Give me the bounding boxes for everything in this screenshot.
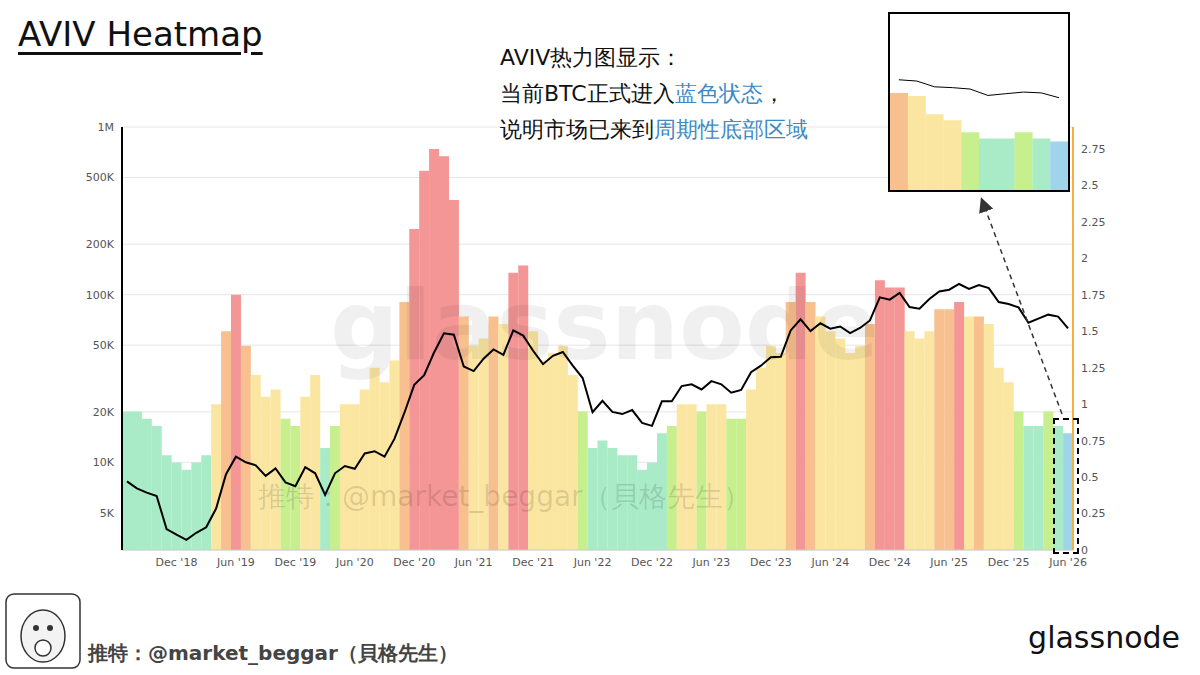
svg-text:1.75: 1.75 xyxy=(1081,289,1106,302)
svg-text:0.25: 0.25 xyxy=(1081,507,1106,520)
html-text:glassnode: glassnode xyxy=(330,270,879,382)
svg-text:Jun '20: Jun '20 xyxy=(335,556,374,569)
svg-text:Dec '20: Dec '20 xyxy=(393,556,435,569)
svg-text:20K: 20K xyxy=(93,406,115,419)
svg-text:Jun '19: Jun '19 xyxy=(216,556,255,569)
html-text:AVIV Heatmap: AVIV Heatmap xyxy=(18,14,263,54)
svg-text:Dec '25: Dec '25 xyxy=(988,556,1030,569)
svg-text:Jun '22: Jun '22 xyxy=(573,556,612,569)
svg-text:500K: 500K xyxy=(86,171,115,184)
html-text:当前BTC正式进入蓝色状态，: 当前BTC正式进入蓝色状态， xyxy=(500,81,785,106)
svg-text:1.25: 1.25 xyxy=(1081,362,1106,375)
svg-text:200K: 200K xyxy=(86,238,115,251)
svg-text:1.5: 1.5 xyxy=(1081,325,1099,338)
svg-text:1: 1 xyxy=(1081,398,1088,411)
svg-text:0: 0 xyxy=(1081,544,1088,557)
svg-text:10K: 10K xyxy=(93,456,115,469)
html-text:glassnode: glassnode xyxy=(1028,620,1180,655)
svg-text:Dec '21: Dec '21 xyxy=(512,556,554,569)
html-text:说明市场已来到周期性底部区域: 说明市场已来到周期性底部区域 xyxy=(500,117,808,142)
svg-text:100K: 100K xyxy=(86,289,115,302)
html-text:推特：@market_beggar（貝格先生）: 推特：@market_beggar（貝格先生） xyxy=(258,480,751,513)
svg-text:5K: 5K xyxy=(100,507,115,520)
svg-text:Dec '24: Dec '24 xyxy=(869,556,911,569)
html-text:推特：@market_beggar（貝格先生）: 推特：@market_beggar（貝格先生） xyxy=(88,641,458,665)
svg-text:Jun '24: Jun '24 xyxy=(810,556,849,569)
svg-text:2.5: 2.5 xyxy=(1081,179,1099,192)
svg-text:2.25: 2.25 xyxy=(1081,216,1106,229)
svg-text:Jun '25: Jun '25 xyxy=(929,556,968,569)
html-text:AVIV热力图显示：: AVIV热力图显示： xyxy=(500,45,683,70)
svg-text:Dec '19: Dec '19 xyxy=(274,556,316,569)
svg-text:Jun '23: Jun '23 xyxy=(692,556,731,569)
svg-text:Dec '18: Dec '18 xyxy=(156,556,198,569)
svg-text:2: 2 xyxy=(1081,252,1088,265)
svg-text:0.5: 0.5 xyxy=(1081,471,1099,484)
svg-text:0.75: 0.75 xyxy=(1081,435,1106,448)
svg-text:Jun '21: Jun '21 xyxy=(454,556,493,569)
svg-text:2.75: 2.75 xyxy=(1081,143,1106,156)
svg-text:Dec '22: Dec '22 xyxy=(631,556,673,569)
svg-text:1M: 1M xyxy=(98,121,115,134)
svg-text:50K: 50K xyxy=(93,339,115,352)
svg-text:Jun '26: Jun '26 xyxy=(1048,556,1087,569)
svg-text:Dec '23: Dec '23 xyxy=(750,556,792,569)
